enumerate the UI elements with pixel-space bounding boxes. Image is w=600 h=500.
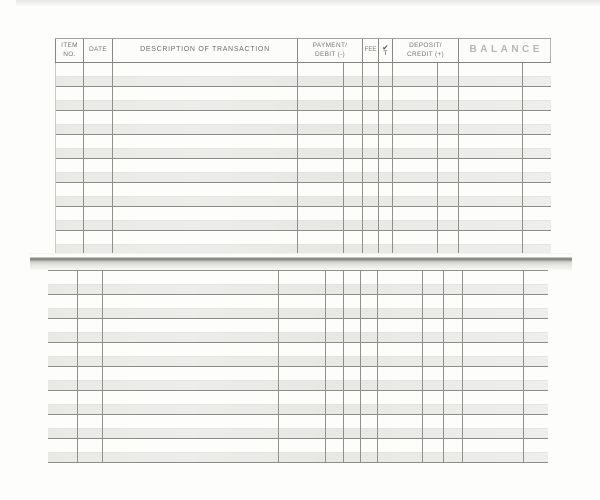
column-divider [523, 271, 524, 463]
row-shaded-line [48, 380, 548, 390]
column-divider [377, 271, 378, 463]
row-entry-line [55, 111, 551, 124]
fee-label: FEE [364, 46, 377, 53]
row-entry-line [48, 439, 548, 452]
row-shaded-line [55, 124, 551, 134]
column-divider [55, 63, 56, 255]
row-shaded-line [55, 244, 551, 254]
register-row [48, 415, 548, 439]
row-shaded-line [55, 76, 551, 86]
row-entry-line [55, 159, 551, 172]
register-page-bottom [48, 270, 548, 463]
column-divider [462, 271, 463, 463]
column-divider [297, 63, 298, 255]
scan-edge-shadow [16, 0, 600, 7]
row-shaded-line [48, 428, 548, 438]
column-divider [343, 271, 344, 463]
row-entry-line [48, 343, 548, 356]
column-header-fee: FEE [362, 39, 378, 62]
check-t-label: T [383, 50, 388, 57]
row-entry-line [48, 367, 548, 380]
row-shaded-line [55, 148, 551, 158]
row-shaded-line [48, 356, 548, 366]
column-divider [102, 271, 103, 463]
payment-label-line2: DEBIT (-) [314, 50, 346, 58]
row-entry-line [55, 63, 551, 76]
row-shaded-line [48, 308, 548, 318]
row-entry-line [48, 319, 548, 332]
row-entry-line [55, 135, 551, 148]
check-icon: ✔ [382, 42, 389, 52]
register-row [55, 159, 551, 183]
column-divider [77, 271, 78, 463]
column-divider [362, 63, 363, 255]
row-shaded-line [55, 196, 551, 206]
description-label: DESCRIPTION OF TRANSACTION [140, 46, 270, 54]
register-row [55, 135, 551, 159]
row-entry-line [55, 183, 551, 196]
column-header-item-no: ITEM NO. [55, 39, 83, 62]
column-header-balance: BALANCE [458, 39, 551, 62]
row-shaded-line [55, 220, 551, 230]
column-header-check-t: ✔ T [378, 39, 392, 62]
row-shaded-line [48, 452, 548, 462]
column-divider [443, 271, 444, 463]
row-shaded-line [55, 172, 551, 182]
row-entry-line [48, 391, 548, 404]
register-row [55, 231, 551, 255]
register-row [48, 439, 548, 463]
column-divider [392, 63, 393, 255]
register-page-top: ITEM NO. DATE DESCRIPTION OF TRANSACTION… [55, 38, 551, 255]
register-rows-top [55, 63, 551, 255]
row-shaded-line [48, 284, 548, 294]
payment-label-line1: PAYMENT/ [312, 42, 348, 50]
register-row [55, 87, 551, 111]
column-divider [422, 271, 423, 463]
column-header-payment-debit: PAYMENT/ DEBIT (-) [297, 39, 362, 62]
column-header-description: DESCRIPTION OF TRANSACTION [112, 39, 297, 62]
spiral-binding-ridge [30, 253, 572, 271]
register-row [55, 63, 551, 87]
row-entry-line [48, 295, 548, 308]
column-divider [522, 63, 523, 255]
register-row [55, 207, 551, 231]
column-divider [325, 271, 326, 463]
column-header-date: DATE [83, 39, 112, 62]
deposit-label-line2: CREDIT (+) [406, 50, 444, 58]
date-label: DATE [88, 46, 108, 54]
register-row [55, 183, 551, 207]
register-row [48, 271, 548, 295]
register-row [48, 319, 548, 343]
row-shaded-line [48, 404, 548, 414]
column-divider [437, 63, 438, 255]
register-header-row: ITEM NO. DATE DESCRIPTION OF TRANSACTION… [55, 38, 551, 63]
column-divider [378, 63, 379, 255]
row-shaded-line [48, 332, 548, 342]
row-entry-line [55, 87, 551, 100]
register-row [48, 391, 548, 415]
row-entry-line [48, 415, 548, 428]
column-divider [278, 271, 279, 463]
balance-label: BALANCE [469, 44, 543, 56]
register-row [48, 343, 548, 367]
item-no-label-line1: ITEM [61, 42, 78, 50]
row-entry-line [55, 231, 551, 244]
column-divider [83, 63, 84, 255]
register-row [55, 111, 551, 135]
column-divider [360, 271, 361, 463]
column-divider [343, 63, 344, 255]
register-row [48, 367, 548, 391]
item-no-label-line2: NO. [63, 50, 76, 58]
column-divider [112, 63, 113, 255]
column-header-deposit-credit: DEPOSIT/ CREDIT (+) [392, 39, 458, 62]
row-entry-line [48, 271, 548, 284]
deposit-label-line1: DEPOSIT/ [409, 42, 442, 50]
column-divider [458, 63, 459, 255]
row-shaded-line [55, 100, 551, 110]
row-entry-line [55, 207, 551, 220]
register-row [48, 295, 548, 319]
register-rows-bottom [48, 271, 548, 463]
